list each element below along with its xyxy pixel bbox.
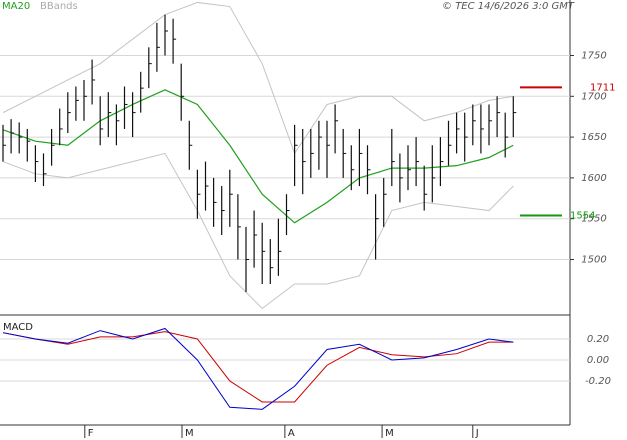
y-tick-label: 0.00 (587, 355, 609, 366)
x-tick-label: M (185, 428, 194, 439)
y-tick-label: 1550 (581, 214, 606, 225)
legend-ma20: MA20 (2, 1, 30, 12)
y-tick-label: 0.20 (587, 334, 609, 345)
x-tick-label: J (475, 428, 479, 439)
y-tick-label: 1650 (581, 132, 606, 143)
ma20-line (2, 89, 514, 224)
y-tick-label: 1750 (581, 50, 606, 61)
y-tick-label: 1700 (581, 91, 606, 102)
macd-title: MACD (3, 322, 33, 333)
level-label: 1711 (590, 82, 615, 93)
x-tick-label: M (385, 428, 394, 439)
legend-bbands: BBands (40, 1, 78, 12)
x-tick-label: F (88, 428, 94, 439)
bband-lower (2, 152, 514, 310)
level-label: 1554 (570, 210, 595, 221)
credit: © TEC 14/6/2026 3:0 GMT (442, 1, 575, 12)
macd-line (2, 327, 514, 410)
y-tick-label: 1500 (581, 255, 606, 266)
y-tick-label: 1600 (581, 173, 606, 184)
x-tick-label: A (288, 428, 295, 439)
y-tick-label: -0.20 (585, 376, 611, 387)
signal-line (2, 331, 514, 403)
bband-upper (2, 1, 514, 155)
